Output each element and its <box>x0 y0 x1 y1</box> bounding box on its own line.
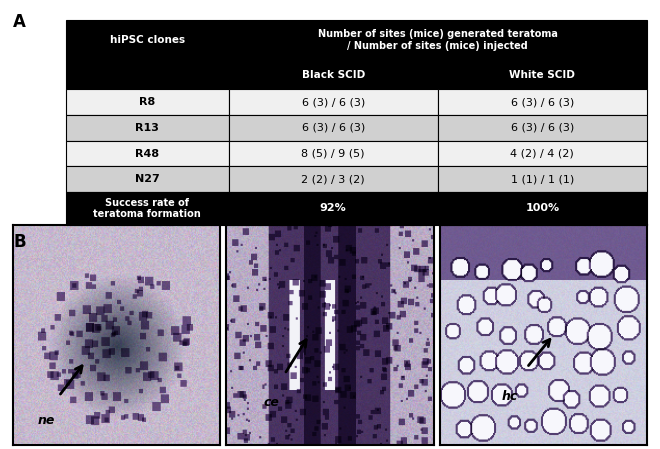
Text: ne: ne <box>38 414 55 427</box>
Text: 6 (3) / 6 (3): 6 (3) / 6 (3) <box>302 97 365 107</box>
Text: ce: ce <box>264 396 280 409</box>
Text: 92%: 92% <box>320 203 346 213</box>
Text: 4 (2) / 4 (2): 4 (2) / 4 (2) <box>510 149 574 158</box>
Text: R8: R8 <box>139 97 156 107</box>
Text: B: B <box>13 233 26 251</box>
Text: R48: R48 <box>135 149 159 158</box>
Text: N27: N27 <box>135 174 160 184</box>
Text: 6 (3) / 6 (3): 6 (3) / 6 (3) <box>511 97 574 107</box>
Text: hiPSC clones: hiPSC clones <box>110 35 185 45</box>
Text: R13: R13 <box>135 123 159 133</box>
Text: White SCID: White SCID <box>510 70 576 80</box>
Text: 2 (2) / 3 (2): 2 (2) / 3 (2) <box>302 174 365 184</box>
Text: 6 (3) / 6 (3): 6 (3) / 6 (3) <box>302 123 365 133</box>
Text: 100%: 100% <box>525 203 559 213</box>
Text: Success rate of
teratoma formation: Success rate of teratoma formation <box>94 198 201 219</box>
Text: 6 (3) / 6 (3): 6 (3) / 6 (3) <box>511 123 574 133</box>
Text: hc: hc <box>502 390 518 403</box>
Text: 8 (5) / 9 (5): 8 (5) / 9 (5) <box>302 149 365 158</box>
Text: A: A <box>13 13 26 31</box>
Text: Black SCID: Black SCID <box>302 70 365 80</box>
Text: 1 (1) / 1 (1): 1 (1) / 1 (1) <box>511 174 574 184</box>
Text: Number of sites (mice) generated teratoma
/ Number of sites (mice) injected: Number of sites (mice) generated teratom… <box>317 30 558 51</box>
